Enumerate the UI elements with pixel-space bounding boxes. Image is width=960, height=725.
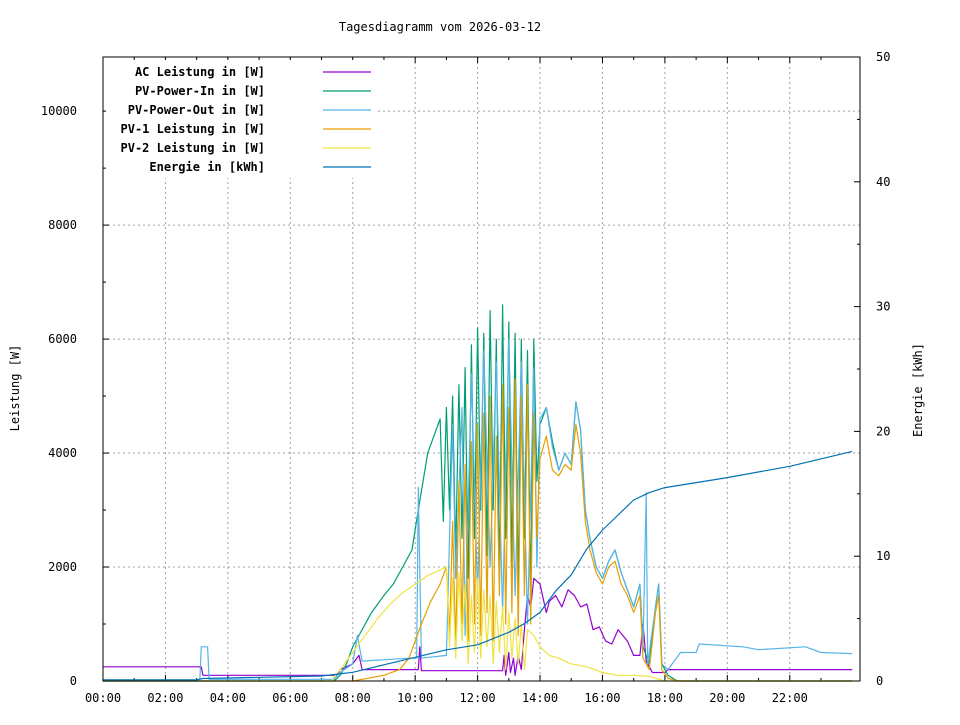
series-lines (103, 304, 853, 682)
series-line-5 (103, 566, 853, 682)
legend-label: PV-2 Leistung in [W] (121, 141, 266, 155)
x-tick-label: 22:00 (772, 691, 808, 705)
y-tick-label: 2000 (48, 560, 77, 574)
x-tick-label: 10:00 (397, 691, 433, 705)
y2-tick-label: 40 (876, 175, 890, 189)
y-tick-label: 8000 (48, 218, 77, 232)
x-tick-label: 00:00 (85, 691, 121, 705)
y-axis-label: Leistung [W] (8, 345, 22, 432)
y2-tick-label: 0 (876, 674, 883, 688)
legend-label: AC Leistung in [W] (135, 65, 265, 79)
y-tick-label: 10000 (41, 104, 77, 118)
x-tick-label: 20:00 (709, 691, 745, 705)
y-tick-label: 0 (70, 674, 77, 688)
legend-label: PV-Power-Out in [W] (128, 103, 265, 117)
series-line-4 (103, 378, 853, 682)
plot-border (102, 56, 861, 682)
y2-tick-label: 10 (876, 549, 890, 563)
x-tick-label: 14:00 (522, 691, 558, 705)
y2-axis-label: Energie [kWh] (911, 343, 925, 437)
y2-tick-label: 20 (876, 424, 890, 438)
series-line-6 (103, 450, 853, 681)
x-tick-label: 16:00 (584, 691, 620, 705)
y-tick-label: 4000 (48, 446, 77, 460)
series-line-3 (103, 338, 853, 682)
chart-title: Tagesdiagramm vom 2026-03-12 (339, 20, 541, 34)
legend: AC Leistung in [W] PV-Power-In in [W] PV-P… (106, 60, 378, 178)
legend-background (106, 60, 378, 178)
y-tick-label: 6000 (48, 332, 77, 346)
x-tick-label: 04:00 (210, 691, 246, 705)
x-tick-label: 12:00 (460, 691, 496, 705)
axis-ticks: 00:00 02:00 04:00 06:00 08:00 10:00 12:00 14:00… (41, 50, 891, 705)
y2-tick-label: 50 (876, 50, 890, 64)
x-tick-label: 08:00 (335, 691, 371, 705)
legend-label: PV-Power-In in [W] (135, 84, 265, 98)
x-tick-label: 18:00 (647, 691, 683, 705)
y2-tick-label: 30 (876, 300, 890, 314)
x-tick-label: 06:00 (272, 691, 308, 705)
legend-label: Energie in [kWh] (149, 160, 265, 174)
legend-label: PV-1 Leistung in [W] (121, 122, 266, 136)
x-tick-label: 02:00 (147, 691, 183, 705)
